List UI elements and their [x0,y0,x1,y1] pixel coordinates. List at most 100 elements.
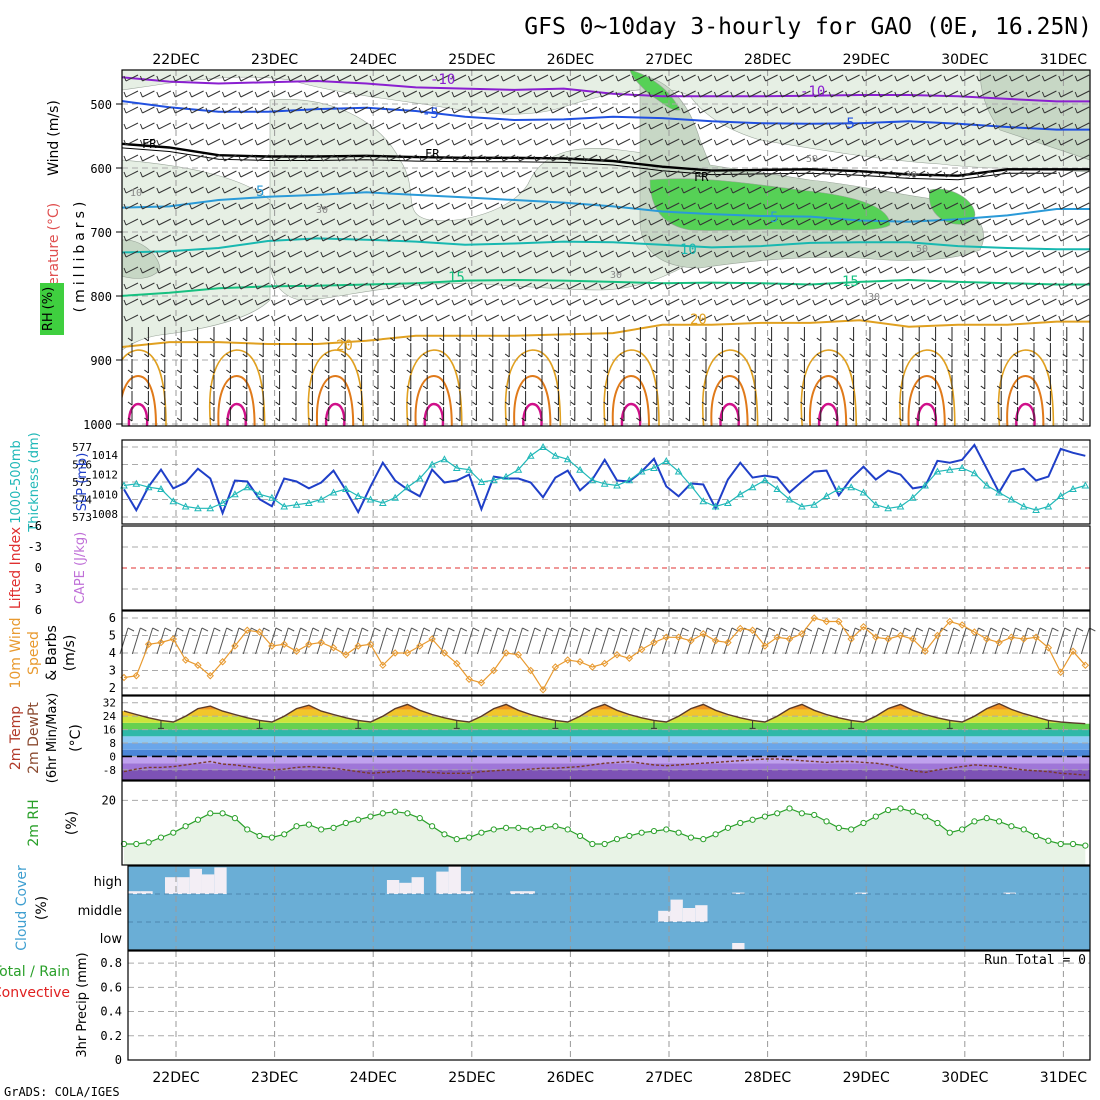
wind-barb [697,267,701,274]
wind-barb [896,250,910,258]
wind-barb [568,234,582,242]
wind-barb [287,139,291,146]
wind-barb [1076,90,1090,98]
wind-barb [207,234,221,242]
cloud-background [128,866,1090,950]
wind-barb [812,91,816,98]
temp-tick-label: 16 [103,724,116,737]
wind-barb [371,250,385,258]
wind-barb [964,401,969,406]
wind-barb [125,250,139,258]
wind-barb [271,187,275,194]
wind-barb [420,250,434,258]
temp-bands [122,703,1090,780]
cloud-unit-label: (%) [34,896,50,920]
wind-barb [191,202,204,210]
wind-barb [1013,353,1018,358]
wind-barb [385,299,389,306]
rh-2m-marker [170,829,177,836]
wind-barb [139,91,143,98]
wind-barb [718,369,723,374]
rh-2m-marker [404,810,411,817]
wind-barb [500,155,504,162]
wind-barb [617,74,631,82]
wind-barb [1044,266,1057,274]
wind-barb [1074,139,1078,146]
wind-barb [418,235,422,242]
wind-barb [943,107,947,114]
wind-speed-marker [983,635,991,643]
wind-10m-barb [920,627,930,655]
wind-barb [142,282,155,290]
wind-barb [1076,298,1090,306]
wind-barb [437,250,450,258]
wind-barb [584,250,598,258]
wind-barb [191,154,204,162]
wind-barb [763,171,767,178]
wind-barb [830,218,844,226]
wind-barb [959,315,963,322]
wind-barb [765,234,778,242]
wind-barb [828,251,832,258]
wind-barb [814,202,828,210]
wind-barb [221,315,225,322]
wind-barb [324,369,330,374]
wind-barb [1027,154,1041,162]
wind-10m-barb [978,627,985,632]
wind-barb [863,218,877,226]
wind-barb [338,122,352,130]
wind-barb [373,369,379,374]
wind-barb [156,251,160,258]
wind-barb [402,235,406,242]
wind-barb [1058,267,1062,274]
wind-barb [191,234,204,242]
wind-barb [435,267,439,274]
wind-barb [404,106,418,114]
wind-barb [552,202,565,210]
wind-barb [404,170,418,178]
wind-barb [357,417,362,422]
wind-barb [388,122,401,130]
isotherm-line [122,142,1090,177]
wind-barb [599,219,603,226]
wind-barb [500,299,504,306]
wind-barb [980,369,986,374]
wind-barb [959,75,963,82]
wind-barb [1078,337,1084,342]
wind-barb [880,250,893,258]
wind-barb [1011,106,1024,114]
wind-barb [1025,123,1029,130]
isotherm-line [122,191,1090,223]
wind-barb [929,122,942,130]
wind-barb [306,186,319,194]
wind-barb [779,315,783,322]
wind-barb [847,282,860,290]
wind-barb [666,282,680,290]
wind-barb [927,299,931,306]
wind-barb [453,106,467,114]
wind-barb [123,139,127,146]
wind-barb [467,299,471,306]
wind-barb [502,74,516,82]
wind-barb [1076,186,1090,194]
wind-barb [205,139,209,146]
wind-barb [713,75,717,82]
wind-barb [308,337,313,342]
precip-tick-label: 0.2 [100,1029,122,1043]
lifted-index-axis-label: Lifted Index [8,527,24,609]
wind-barb [156,139,160,146]
slp-tick-label: 1010 [92,488,119,501]
wind-barb [666,314,680,322]
wind-barb [1025,315,1029,322]
wind-barb [271,251,275,258]
thickness-tick-label: 576 [72,459,92,472]
wind-barb [517,107,521,114]
wind-barb [373,401,379,406]
wind-barb [123,155,127,162]
wind-barb [388,266,401,274]
wind-speed-marker [736,624,744,633]
thickness-marker [342,484,350,492]
wind-barb [976,155,980,162]
wind-barb [472,369,477,374]
